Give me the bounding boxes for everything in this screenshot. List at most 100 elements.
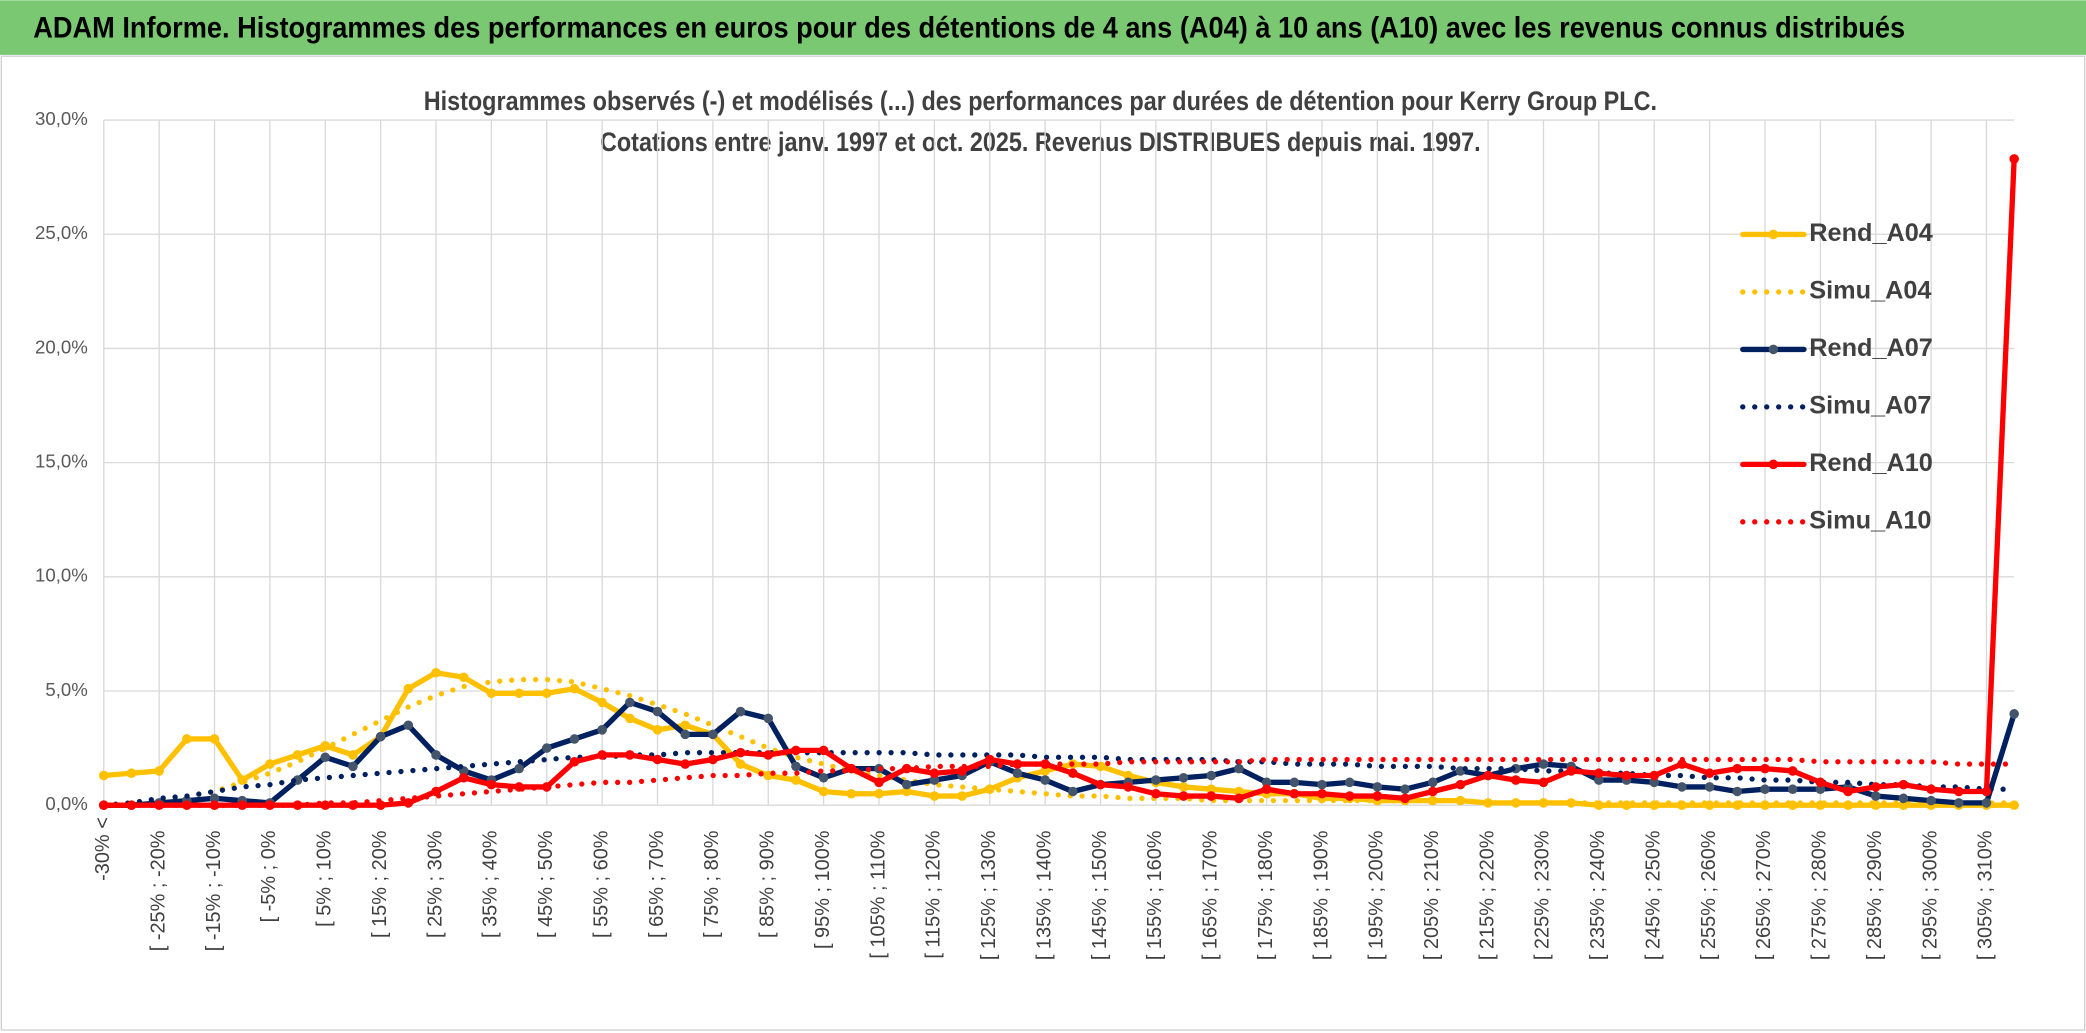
point [569, 757, 580, 767]
point [541, 688, 552, 699]
point [1649, 777, 1660, 788]
x-tick-label: [ 25% ; 30% [424, 830, 446, 938]
point [348, 761, 358, 772]
point [708, 729, 718, 740]
point [1400, 793, 1410, 804]
x-tick-label: [ 135% ; 140% [1033, 830, 1055, 960]
point [791, 775, 801, 785]
point [1012, 768, 1023, 779]
point [182, 734, 192, 744]
legend-label: Simu_A04 [1809, 277, 1931, 305]
point [458, 772, 469, 783]
x-tick-label: [ 5% ; 10% [314, 830, 336, 927]
point [1317, 779, 1327, 790]
y-tick-label: 15,0% [35, 451, 88, 472]
x-tick-label: [ 105% ; 110% [867, 830, 889, 958]
point [791, 745, 801, 756]
x-tick-label: [ 265% ; 270% [1753, 830, 1775, 960]
point [1483, 770, 1493, 781]
chart-title: Histogrammes observés (-) et modélisés (… [424, 86, 1657, 116]
x-tick-label: [ 225% ; 230% [1532, 830, 1554, 960]
point [1594, 768, 1604, 779]
legend-label: Rend_A10 [1809, 449, 1933, 477]
x-tick-label: [ 155% ; 160% [1144, 830, 1166, 960]
point [209, 793, 220, 804]
legend-marker [1768, 229, 1779, 240]
point [1372, 782, 1383, 792]
legend-marker [1768, 459, 1779, 470]
point [1206, 784, 1217, 794]
point [403, 683, 414, 694]
point [1787, 766, 1798, 776]
header-bar [0, 0, 2086, 55]
point [1621, 800, 1632, 810]
x-tick-label: [ 235% ; 240% [1587, 830, 1609, 960]
point [458, 672, 469, 683]
point [1843, 786, 1853, 797]
point [1511, 775, 1521, 785]
x-tick-label: [ 195% ; 200% [1366, 830, 1388, 960]
point [1538, 759, 1549, 769]
point [1732, 786, 1743, 797]
point [1289, 777, 1300, 788]
chart-subtitle: Cotations entre janv. 1997 et oct. 2025.… [600, 127, 1481, 157]
point [791, 761, 801, 772]
point [1898, 793, 1909, 804]
point [1704, 782, 1715, 792]
point [818, 772, 829, 783]
point [625, 697, 635, 708]
point [1926, 784, 1936, 794]
point [1677, 782, 1687, 792]
legend-label: Simu_A10 [1809, 506, 1931, 534]
point [846, 788, 857, 799]
point [348, 750, 358, 760]
point [2009, 154, 2019, 164]
point [984, 754, 995, 765]
point [1953, 786, 1964, 797]
point [320, 752, 331, 763]
x-tick-label: [ 215% ; 220% [1476, 830, 1498, 960]
x-tick-label: [ -15% ; -10% [203, 830, 225, 951]
point [1289, 788, 1300, 799]
point [1178, 772, 1189, 783]
point [874, 788, 884, 799]
point [818, 786, 829, 797]
point [431, 667, 441, 678]
x-tick-label: [ 145% ; 150% [1089, 830, 1111, 960]
point [1427, 795, 1438, 806]
point [2009, 709, 2019, 719]
point [680, 720, 690, 731]
point [1372, 791, 1383, 801]
point [1317, 788, 1327, 799]
point [1870, 791, 1881, 801]
point [1206, 791, 1217, 801]
chart-frame [0, 55, 2086, 1031]
x-tick-label: [ 95% ; 100% [812, 830, 834, 949]
point [154, 800, 164, 810]
point [154, 766, 164, 776]
point [1068, 768, 1078, 779]
point [1178, 791, 1189, 801]
point [1649, 770, 1660, 781]
y-tick-label: 30,0% [35, 108, 88, 129]
point [98, 770, 109, 781]
point [763, 750, 774, 760]
x-tick-label: [ -5% ; 0% [258, 830, 280, 922]
point [597, 750, 607, 760]
point [320, 800, 331, 810]
x-tick-label: [ 285% ; 290% [1864, 830, 1886, 960]
point [541, 743, 552, 753]
point [1677, 759, 1687, 769]
point [929, 775, 940, 785]
point [1151, 788, 1161, 799]
point [901, 786, 912, 797]
point [1981, 786, 1992, 797]
point [846, 763, 857, 774]
point [1261, 777, 1272, 788]
x-tick-label: [ 85% ; 90% [757, 830, 779, 938]
point [680, 759, 690, 769]
x-tick-label: [ 295% ; 300% [1919, 830, 1941, 960]
point [680, 729, 690, 740]
point [874, 777, 884, 788]
